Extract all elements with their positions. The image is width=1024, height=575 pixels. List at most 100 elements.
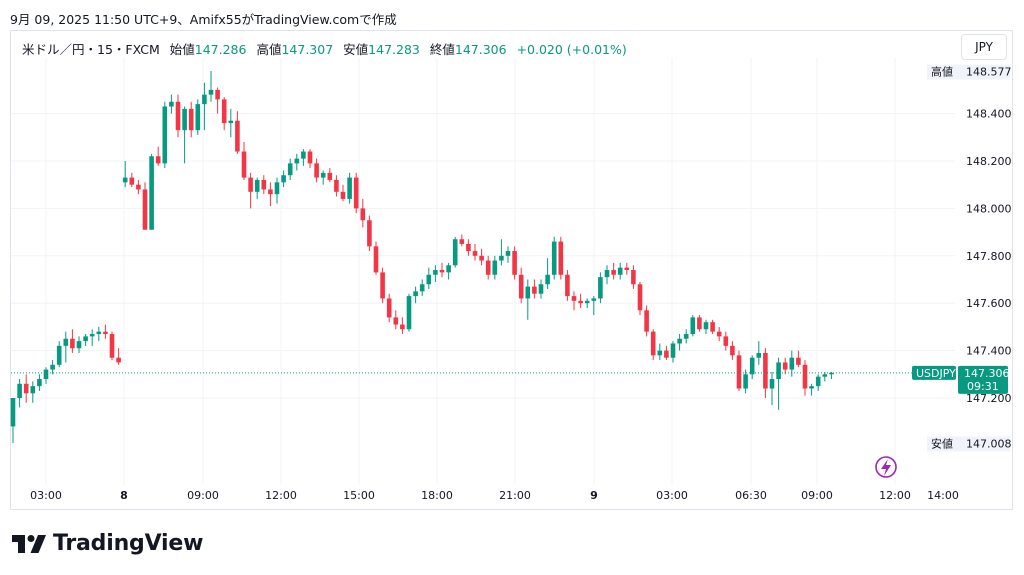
candle — [571, 291, 577, 311]
candle-body — [155, 156, 161, 164]
candle-body — [736, 355, 742, 389]
candle — [749, 355, 755, 380]
candle — [208, 70, 214, 102]
candle-body — [307, 151, 313, 164]
candle-body — [710, 322, 715, 332]
candle — [796, 350, 801, 368]
time-tick-label: 15:00 — [343, 489, 375, 502]
candle — [340, 184, 346, 202]
candle — [789, 350, 795, 377]
candle-body — [10, 398, 16, 427]
candle-body — [142, 189, 148, 230]
candle — [96, 326, 102, 342]
candle — [769, 371, 775, 406]
brand[interactable]: TradingView — [12, 531, 203, 556]
currency-button[interactable]: JPY — [961, 34, 1007, 60]
candle — [829, 371, 834, 380]
candle-body — [723, 336, 729, 346]
candle-body — [400, 324, 405, 330]
candle — [307, 149, 313, 169]
candle — [578, 293, 583, 308]
candle — [334, 175, 339, 197]
candle-body — [241, 151, 247, 178]
candle — [690, 315, 696, 337]
lightning-icon[interactable] — [875, 456, 897, 478]
candle-body — [426, 274, 432, 285]
candle — [584, 298, 590, 308]
candle-body — [294, 158, 300, 164]
candle-body — [17, 383, 22, 398]
candle — [241, 142, 247, 180]
candle — [30, 381, 36, 403]
candle-body — [472, 251, 478, 256]
candle-body — [644, 310, 649, 332]
candle-body — [670, 343, 676, 358]
candle-body — [631, 270, 636, 285]
candle — [50, 360, 55, 375]
symbol-legend[interactable]: 米ドル／円・15・FXCM 始値147.286 高値147.307 安値147.… — [22, 39, 627, 58]
candle — [538, 279, 544, 299]
close-label: 終値 — [429, 42, 455, 57]
candle — [373, 241, 379, 275]
candle — [287, 158, 293, 180]
time-tick-label: 03:00 — [656, 489, 688, 502]
candle-body — [367, 220, 372, 247]
candle-body — [314, 163, 319, 178]
candle-body — [202, 94, 207, 105]
candle-body — [406, 296, 412, 330]
candle-body — [822, 374, 828, 377]
candle — [63, 331, 69, 363]
candle — [261, 175, 267, 195]
grid-lines — [11, 58, 955, 485]
candle — [697, 315, 702, 332]
candle-body — [591, 298, 597, 301]
low-label: 安値 — [343, 42, 369, 57]
candle — [353, 172, 359, 214]
candle-body — [829, 372, 834, 375]
time-tick-label: 18:00 — [421, 489, 453, 502]
candle-body — [334, 179, 339, 192]
candle-body — [505, 251, 511, 256]
candle-body — [23, 383, 29, 394]
candle-body — [617, 267, 623, 275]
candle — [710, 319, 715, 335]
candle — [446, 262, 451, 280]
candle-body — [261, 179, 267, 190]
candle — [294, 153, 300, 171]
candle-body — [89, 334, 95, 337]
symbol-name[interactable]: 米ドル／円・15・FXCM — [22, 42, 160, 57]
candle-body — [30, 386, 36, 394]
price-axis[interactable]: 148.400 148.200 148.000 147.800 147.600 147.4… — [966, 108, 1012, 405]
candle-body — [327, 172, 333, 180]
open-label: 始値 — [169, 42, 195, 57]
candle — [122, 161, 128, 188]
candle — [598, 272, 603, 304]
candle-body — [809, 386, 814, 389]
candle — [518, 267, 524, 304]
candle — [776, 357, 781, 410]
candle-body — [716, 331, 722, 337]
candle — [611, 262, 616, 280]
candle-body — [373, 246, 379, 273]
candle — [730, 341, 735, 361]
candle-body — [677, 338, 682, 344]
candle — [459, 234, 465, 247]
candle-body — [353, 177, 359, 209]
candle — [228, 108, 234, 138]
high-marker-value: 148.577 — [966, 66, 1012, 79]
candle — [248, 172, 253, 209]
candle-body — [360, 208, 366, 221]
candle-body — [683, 334, 689, 339]
candle-body — [492, 260, 498, 275]
candle — [70, 329, 75, 353]
time-axis[interactable]: 03:00 8 09:00 12:00 15:00 18:00 21:00 9 03:00 06:… — [30, 489, 959, 502]
candle-body — [584, 300, 590, 304]
candle-body — [637, 284, 643, 311]
price-tick-label: 147.400 — [966, 345, 1012, 358]
candle — [380, 267, 385, 304]
candle — [551, 236, 557, 280]
candle — [439, 262, 445, 278]
low-marker-value: 147.008 — [966, 438, 1012, 451]
candle-body — [545, 274, 550, 285]
